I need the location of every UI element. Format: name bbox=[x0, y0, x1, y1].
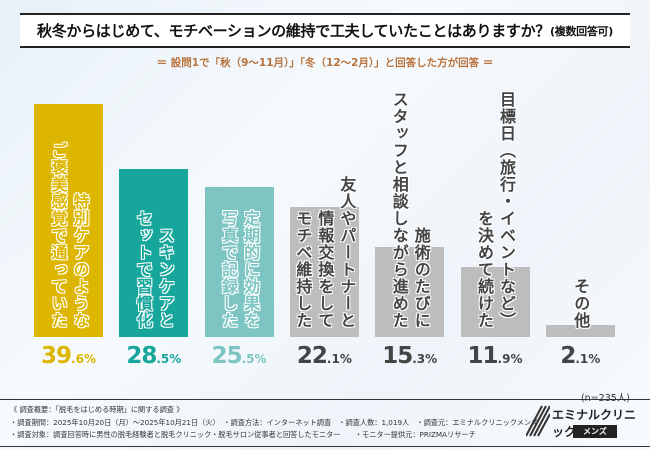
value-decimal: .9% bbox=[497, 352, 523, 366]
bar-label: スキンケアと セットで習慣化 bbox=[133, 210, 175, 329]
bar bbox=[119, 169, 189, 337]
value-decimal: .1% bbox=[326, 352, 352, 366]
value-decimal: .3% bbox=[412, 352, 438, 366]
bar bbox=[545, 324, 615, 337]
value-label: 39.6% bbox=[26, 343, 111, 369]
value-label: 28.5% bbox=[111, 343, 196, 369]
bar-label: 定期的に効果を 写真で記録した bbox=[219, 210, 261, 329]
value-decimal: .5% bbox=[241, 352, 267, 366]
logo-stripes-icon bbox=[526, 405, 550, 437]
bar-label: 施術のたびに スタッフと相談しながら進めた bbox=[389, 91, 431, 329]
logo-sub: メンズ bbox=[573, 425, 617, 438]
value-integer: 22 bbox=[296, 343, 328, 369]
chart-title: 秋冬からはじめて、モチベーションの維持で工夫していたことはありますか？ (複数回答… bbox=[20, 13, 630, 48]
value-label: 2.1% bbox=[538, 343, 623, 369]
bar bbox=[460, 267, 530, 337]
value-label: 11.9% bbox=[453, 343, 538, 369]
value-label: 22.1% bbox=[282, 343, 367, 369]
value-integer: 11 bbox=[467, 343, 499, 369]
value-label: 15.3% bbox=[367, 343, 452, 369]
value-integer: 15 bbox=[382, 343, 413, 369]
value-decimal: .5% bbox=[156, 352, 182, 366]
value-integer: 39 bbox=[41, 343, 72, 369]
value-integer: 25 bbox=[211, 343, 243, 369]
logo-name: エミナルクリニック bbox=[552, 408, 637, 439]
footer-line: ・調査対象：調査回答時に男性の脱毛経験者と脱毛クリニック・脱毛サロン従事者と回答… bbox=[10, 430, 476, 439]
bar bbox=[204, 187, 274, 337]
footer-line: ・調査期間：2025年10月20日（月）〜2025年10月21日（火） ・調査方… bbox=[10, 417, 539, 427]
bar bbox=[289, 207, 359, 337]
bar-label: その他 bbox=[571, 278, 591, 329]
sample-size: (n=235人) bbox=[580, 393, 630, 404]
title-text: 秋冬からはじめて、モチベーションの維持で工夫していたことはありますか？ bbox=[37, 22, 551, 40]
footer-line: 《 調査概要：「脱毛をはじめる時期」に関する調査 》 bbox=[10, 405, 184, 414]
bar-label: 目標日（旅行・イベントなど） を決めて続けた bbox=[475, 91, 516, 329]
chart-subtitle: ＝ 設問1で「秋（9〜11月）」「冬（12〜2月）」と回答した方が回答 ＝ bbox=[156, 57, 494, 69]
value-decimal: .6% bbox=[71, 352, 96, 366]
bar-label: 友人やパートナーと 情報交換をして モチベ維持した bbox=[293, 176, 357, 329]
brand-logo: エミナルクリニック メンズ bbox=[526, 404, 636, 440]
title-suffix: (複数回答可) bbox=[550, 24, 613, 38]
survey-footer: 《 調査概要：「脱毛をはじめる時期」に関する調査 》 ・調査期間：2025年10… bbox=[0, 399, 650, 447]
bar-label: 特別ケアのような ご褒美感覚で通っていた bbox=[48, 142, 90, 329]
value-integer: 2 bbox=[560, 343, 576, 369]
value-integer: 28 bbox=[126, 343, 157, 369]
value-decimal: .1% bbox=[575, 352, 601, 366]
value-label: 25.5% bbox=[197, 343, 282, 369]
bar bbox=[34, 104, 103, 337]
bar bbox=[375, 247, 445, 337]
